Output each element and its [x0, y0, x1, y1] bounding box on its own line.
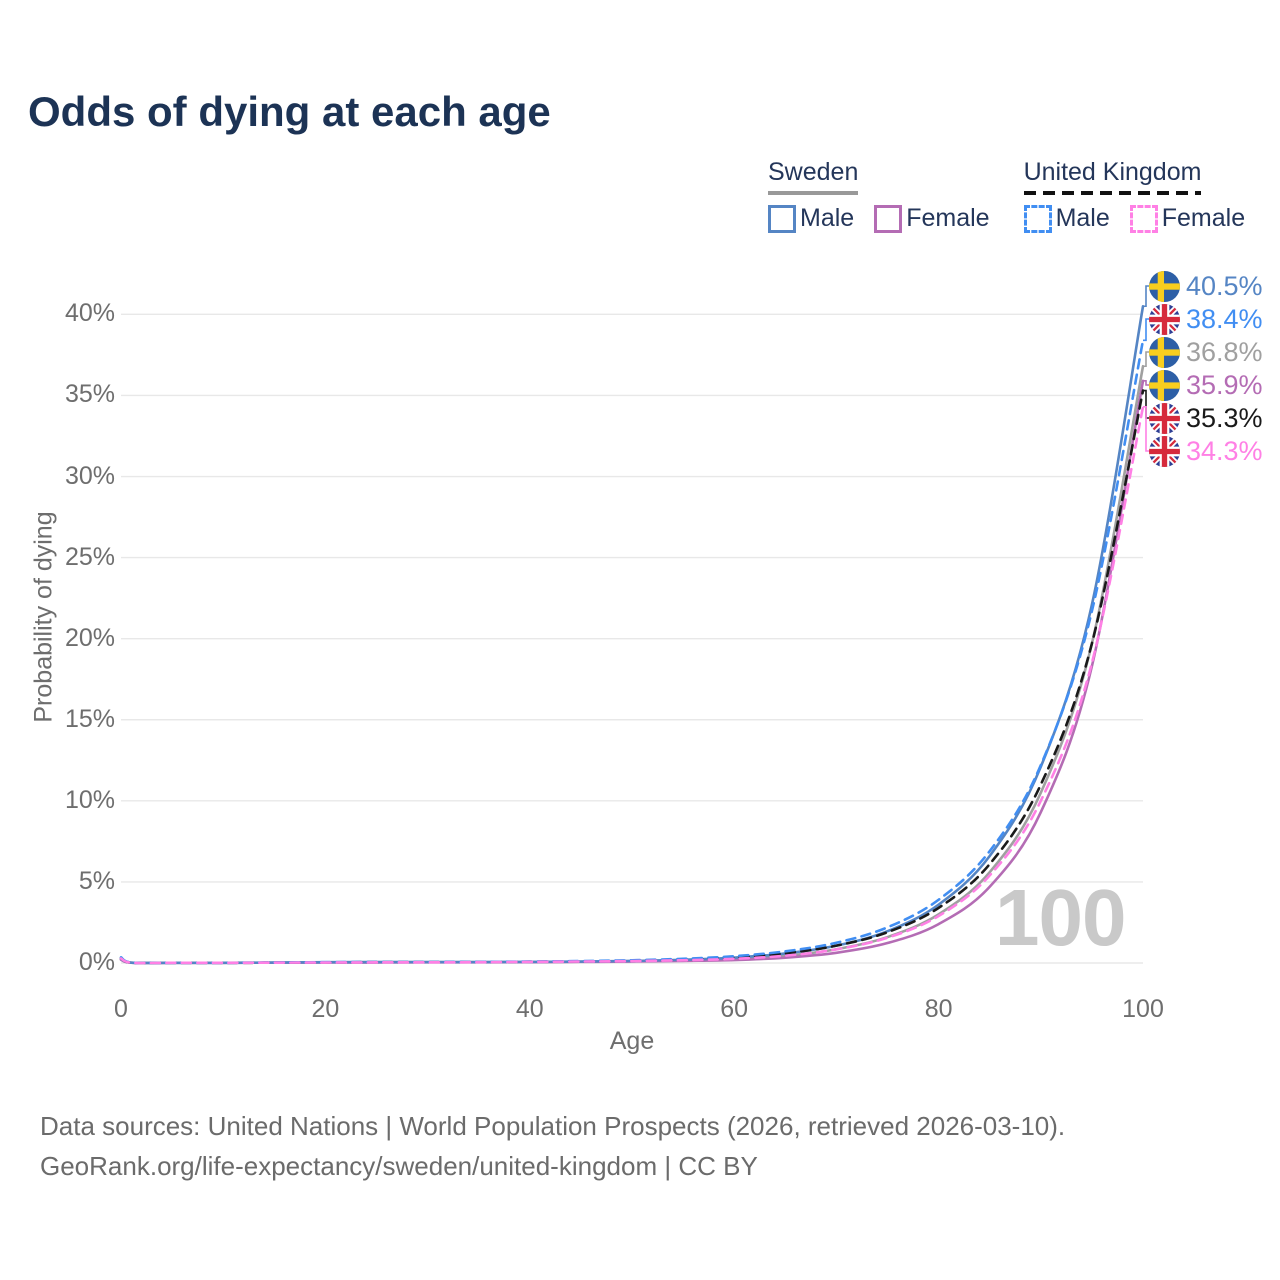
connector-sweden-total — [1143, 351, 1150, 368]
end-value-sweden-total: 36.8% — [1186, 336, 1263, 367]
legend-item-label: Male — [1055, 204, 1110, 232]
legend-header-sweden[interactable]: Sweden — [768, 158, 859, 195]
legend-group-sweden: Sweden Male Female — [768, 158, 990, 233]
x-tick-label: 40 — [515, 995, 544, 1023]
sweden-male-swatch-icon — [768, 204, 796, 233]
connector-uk-male — [1143, 318, 1150, 342]
uk-flag-icon — [1149, 402, 1180, 434]
end-label-uk-male: 38.4% — [1149, 303, 1263, 335]
legend-item-sweden-male[interactable]: Male — [768, 204, 854, 233]
legend: Sweden Male Female United Kingdom — [768, 158, 1245, 233]
end-value-uk-total: 35.3% — [1186, 402, 1263, 433]
uk-male-swatch-icon — [1023, 204, 1052, 233]
x-tick-label: 20 — [311, 995, 340, 1023]
x-tick-label: 0 — [114, 995, 128, 1023]
connector-uk-female — [1143, 405, 1150, 452]
uk-flag-icon — [1149, 435, 1180, 467]
y-tick-label: 5% — [78, 866, 115, 895]
legend-item-uk-female[interactable]: Female — [1129, 204, 1246, 233]
end-value-sweden-male: 40.5% — [1186, 270, 1263, 301]
footer-data-sources: Data sources: United Nations | World Pop… — [40, 1111, 1066, 1141]
curve-sweden-total[interactable] — [119, 364, 1145, 965]
end-label-sweden-male: 40.5% — [1149, 270, 1263, 302]
x-tick-label: 80 — [924, 995, 953, 1023]
age-cursor-watermark: 100 — [995, 873, 1126, 962]
curve-sweden-male[interactable] — [119, 304, 1145, 965]
legend-items-sweden: Male Female — [768, 204, 990, 233]
legend-header-sweden-label: Sweden — [768, 158, 859, 186]
uk-flag-icon — [1149, 303, 1180, 335]
y-tick-label: 20% — [64, 623, 115, 652]
y-tick-label: 40% — [64, 299, 115, 328]
y-tick-label: 0% — [78, 948, 115, 976]
end-label-sweden-female: 35.9% — [1149, 369, 1263, 401]
legend-items-united-kingdom: Male Female — [1023, 204, 1246, 233]
x-axis-title: Age — [609, 1027, 655, 1055]
end-value-uk-female: 34.3% — [1186, 435, 1263, 466]
end-value-sweden-female: 35.9% — [1186, 369, 1263, 400]
sweden-flag-icon — [1149, 270, 1180, 302]
sweden-flag-icon — [1149, 369, 1180, 401]
y-tick-label: 30% — [64, 461, 115, 490]
legend-item-label: Female — [1161, 204, 1246, 232]
legend-item-uk-male[interactable]: Male — [1023, 204, 1110, 233]
connector-uk-total — [1143, 389, 1150, 419]
legend-item-label: Female — [906, 204, 990, 232]
uk-flag-icon — [1149, 303, 1180, 335]
footer: Data sources: United Nations | World Pop… — [40, 1106, 1065, 1187]
y-tick-label: 15% — [64, 704, 115, 733]
sweden-flag-icon — [1149, 369, 1180, 401]
uk-flag-icon — [1149, 435, 1180, 467]
sweden-flag-icon — [1149, 270, 1180, 302]
legend-item-label: Male — [800, 204, 855, 232]
connector-sweden-female — [1143, 380, 1150, 386]
end-label-sweden-total: 36.8% — [1149, 336, 1263, 368]
sweden-female-swatch-icon — [874, 204, 903, 233]
x-tick-label: 60 — [720, 995, 749, 1023]
legend-group-united-kingdom: United Kingdom Male Female — [1023, 158, 1246, 233]
curve-uk-female[interactable] — [119, 405, 1145, 965]
uk-dashed-line-icon — [1023, 191, 1202, 195]
legend-item-sweden-female[interactable]: Female — [874, 204, 990, 233]
connector-sweden-male — [1143, 285, 1150, 308]
y-tick-label: 35% — [64, 380, 115, 409]
page-title: Odds of dying at each age — [28, 88, 551, 135]
end-label-uk-total: 35.3% — [1149, 402, 1263, 434]
x-tick-label: 100 — [1122, 995, 1164, 1023]
footer-attribution: GeoRank.org/life-expectancy/sweden/unite… — [40, 1151, 758, 1182]
y-tick-label: 25% — [64, 542, 115, 571]
sweden-flag-icon — [1149, 336, 1180, 368]
end-value-uk-male: 38.4% — [1186, 303, 1263, 334]
y-axis-title: Probability of dying — [29, 511, 58, 723]
sweden-flag-icon — [1149, 336, 1180, 368]
legend-header-uk-label: United Kingdom — [1023, 158, 1202, 186]
y-tick-label: 10% — [64, 785, 115, 814]
end-label-uk-female: 34.3% — [1149, 435, 1263, 467]
sweden-solid-line-icon — [768, 191, 859, 195]
uk-flag-icon — [1149, 402, 1180, 434]
uk-female-swatch-icon — [1129, 204, 1158, 233]
legend-header-united-kingdom[interactable]: United Kingdom — [1023, 158, 1202, 195]
curve-uk-male[interactable] — [119, 339, 1145, 965]
